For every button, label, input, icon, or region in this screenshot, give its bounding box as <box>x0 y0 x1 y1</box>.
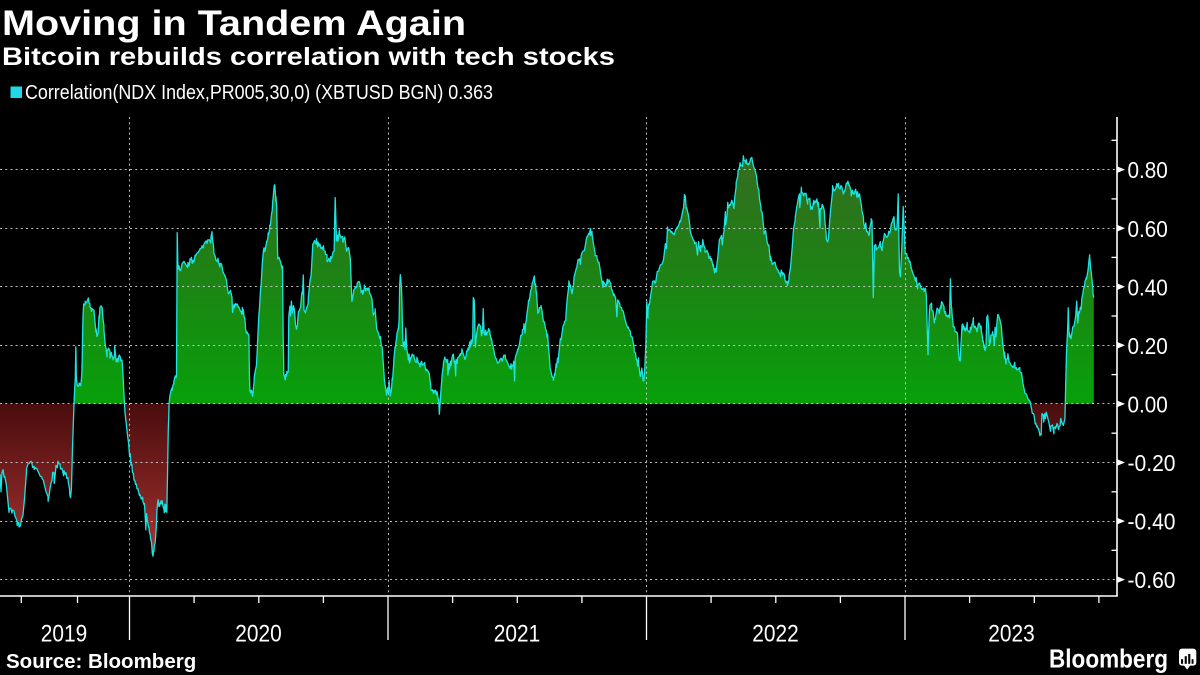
svg-text:2020: 2020 <box>235 621 281 648</box>
svg-text:-0.60: -0.60 <box>1128 567 1176 593</box>
svg-text:Bitcoin rebuilds correlation w: Bitcoin rebuilds correlation with tech s… <box>2 43 615 71</box>
svg-text:0.40: 0.40 <box>1128 274 1168 300</box>
svg-text:0.60: 0.60 <box>1128 216 1168 242</box>
svg-text:-0.40: -0.40 <box>1128 509 1176 535</box>
svg-text:Moving in Tandem Again: Moving in Tandem Again <box>2 4 466 43</box>
svg-text:Source: Bloomberg: Source: Bloomberg <box>6 650 196 673</box>
svg-text:2022: 2022 <box>752 621 798 648</box>
svg-text:2021: 2021 <box>494 621 540 648</box>
svg-text:0.80: 0.80 <box>1128 157 1168 183</box>
svg-text:0.00: 0.00 <box>1128 392 1168 418</box>
svg-text:2019: 2019 <box>41 621 87 648</box>
svg-text:Correlation(NDX Index,PR005,30: Correlation(NDX Index,PR005,30,0) (XBTUS… <box>25 82 493 104</box>
svg-text:-0.20: -0.20 <box>1128 450 1176 476</box>
svg-text:2023: 2023 <box>988 621 1034 648</box>
svg-text:0.20: 0.20 <box>1128 333 1168 359</box>
svg-text:Bloomberg: Bloomberg <box>1049 644 1168 674</box>
